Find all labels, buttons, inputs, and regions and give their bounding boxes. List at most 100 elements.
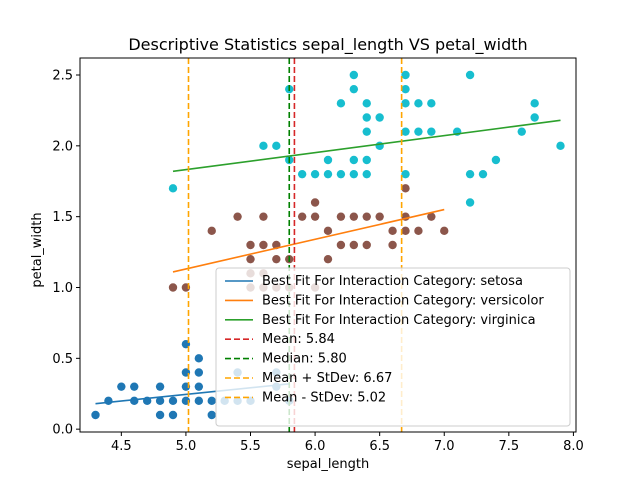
- data-point-virginica: [297, 169, 307, 179]
- axes-frame: [79, 57, 577, 433]
- legend-label: Best Fit For Interaction Category: setos…: [262, 274, 523, 289]
- data-point-versicolor: [414, 226, 423, 236]
- data-point-versicolor: [297, 212, 307, 221]
- data-point-virginica: [465, 70, 475, 80]
- x-tick-label: 5.5: [240, 439, 261, 454]
- data-point-virginica: [310, 169, 320, 179]
- data-point-versicolor: [246, 240, 255, 250]
- data-point-virginica: [349, 169, 359, 179]
- data-point-virginica: [530, 99, 539, 108]
- data-point-versicolor: [207, 226, 216, 236]
- data-point-virginica: [401, 127, 410, 136]
- data-point-versicolor: [323, 254, 333, 264]
- data-point-versicolor: [233, 212, 242, 221]
- data-point-setosa: [168, 410, 178, 420]
- chart-title: Descriptive Statistics sepal_length VS p…: [128, 35, 527, 55]
- data-point-versicolor: [349, 240, 359, 250]
- y-tick-label: 2.5: [52, 69, 73, 84]
- data-point-versicolor: [246, 254, 255, 264]
- data-point-setosa: [155, 410, 165, 420]
- x-tick-label: 4.5: [111, 439, 132, 454]
- data-point-setosa: [155, 382, 165, 391]
- legend-label: Median: 5.80: [262, 352, 347, 367]
- y-tick-label: 0.5: [52, 352, 73, 367]
- data-point-virginica: [401, 169, 410, 179]
- x-tick-label: 6.0: [305, 439, 326, 454]
- data-point-setosa: [194, 396, 204, 406]
- data-point-versicolor: [375, 212, 384, 221]
- data-point-virginica: [530, 113, 539, 122]
- data-point-virginica: [323, 155, 333, 165]
- data-point-virginica: [336, 169, 346, 179]
- fit-line-1: [172, 208, 445, 273]
- data-point-virginica: [414, 99, 423, 108]
- data-point-virginica: [375, 113, 384, 122]
- data-point-versicolor: [259, 240, 268, 250]
- data-point-versicolor: [388, 240, 397, 250]
- data-point-setosa: [168, 396, 178, 406]
- data-point-virginica: [556, 141, 565, 151]
- data-point-virginica: [517, 127, 526, 136]
- data-point-versicolor: [401, 184, 410, 193]
- legend-label: Best Fit For Interaction Category: versi…: [262, 293, 544, 308]
- data-point-setosa: [194, 354, 204, 363]
- data-point-setosa: [117, 382, 126, 391]
- data-point-virginica: [272, 141, 281, 151]
- x-tick-label: 7.5: [498, 439, 519, 454]
- data-point-versicolor: [427, 212, 436, 221]
- y-axis-title: petal_width: [30, 212, 45, 287]
- data-point-virginica: [168, 184, 178, 193]
- data-point-versicolor: [323, 226, 333, 236]
- data-point-setosa: [130, 382, 139, 391]
- legend-label: Mean - StDev: 5.02: [262, 390, 386, 405]
- data-point-virginica: [375, 141, 384, 151]
- y-tick-label: 2.0: [52, 139, 73, 154]
- data-point-versicolor: [259, 212, 268, 221]
- y-tick-label: 0.0: [52, 423, 73, 438]
- data-point-setosa: [194, 382, 204, 391]
- data-point-virginica: [427, 99, 436, 108]
- data-point-virginica: [259, 141, 268, 151]
- x-tick-label: 8.0: [563, 439, 584, 454]
- x-tick-label: 6.5: [369, 439, 390, 454]
- data-point-virginica: [401, 99, 410, 108]
- legend-label: Mean: 5.84: [262, 332, 335, 347]
- data-point-virginica: [362, 113, 371, 122]
- data-point-virginica: [401, 70, 410, 80]
- data-point-versicolor: [336, 212, 346, 221]
- x-axis-title: sepal_length: [287, 457, 370, 472]
- data-point-virginica: [349, 155, 359, 165]
- legend: Best Fit For Interaction Category: setos…: [215, 267, 571, 427]
- x-tick-label: 5.0: [176, 439, 197, 454]
- data-point-versicolor: [336, 240, 346, 250]
- legend-box: [215, 267, 571, 427]
- data-point-setosa: [104, 396, 113, 406]
- data-point-versicolor: [362, 240, 371, 250]
- data-point-versicolor: [168, 283, 178, 292]
- data-point-versicolor: [388, 226, 397, 236]
- data-point-setosa: [91, 410, 100, 420]
- x-tick-label: 7.0: [434, 439, 455, 454]
- data-point-virginica: [362, 169, 371, 179]
- data-point-virginica: [465, 169, 475, 179]
- data-point-virginica: [362, 155, 371, 165]
- fit-line-2: [172, 119, 561, 173]
- data-point-virginica: [401, 84, 410, 94]
- data-point-versicolor: [401, 226, 410, 236]
- data-point-versicolor: [349, 212, 359, 221]
- data-point-setosa: [194, 368, 204, 377]
- data-point-virginica: [349, 84, 359, 94]
- data-point-virginica: [427, 127, 436, 136]
- y-tick-label: 1.0: [52, 281, 73, 296]
- data-point-virginica: [414, 127, 423, 136]
- y-tick-label: 1.5: [52, 210, 73, 225]
- data-point-setosa: [207, 410, 216, 420]
- data-point-virginica: [362, 127, 371, 136]
- data-point-virginica: [478, 169, 488, 179]
- data-point-virginica: [349, 70, 359, 80]
- legend-label: Mean + StDev: 6.67: [262, 371, 392, 386]
- data-point-versicolor: [310, 198, 320, 207]
- data-point-setosa: [155, 396, 165, 406]
- data-point-virginica: [362, 99, 371, 108]
